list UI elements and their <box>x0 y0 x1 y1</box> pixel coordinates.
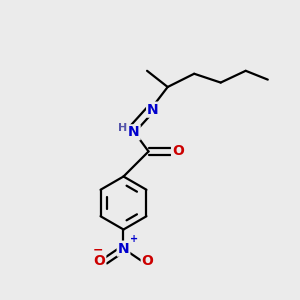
Text: N: N <box>147 103 159 117</box>
Text: O: O <box>172 145 184 158</box>
Text: +: + <box>130 234 138 244</box>
Text: O: O <box>142 254 154 268</box>
Text: N: N <box>118 242 129 256</box>
Text: −: − <box>93 244 104 256</box>
Text: O: O <box>93 254 105 268</box>
Text: N: N <box>128 125 140 139</box>
Text: H: H <box>118 123 128 133</box>
